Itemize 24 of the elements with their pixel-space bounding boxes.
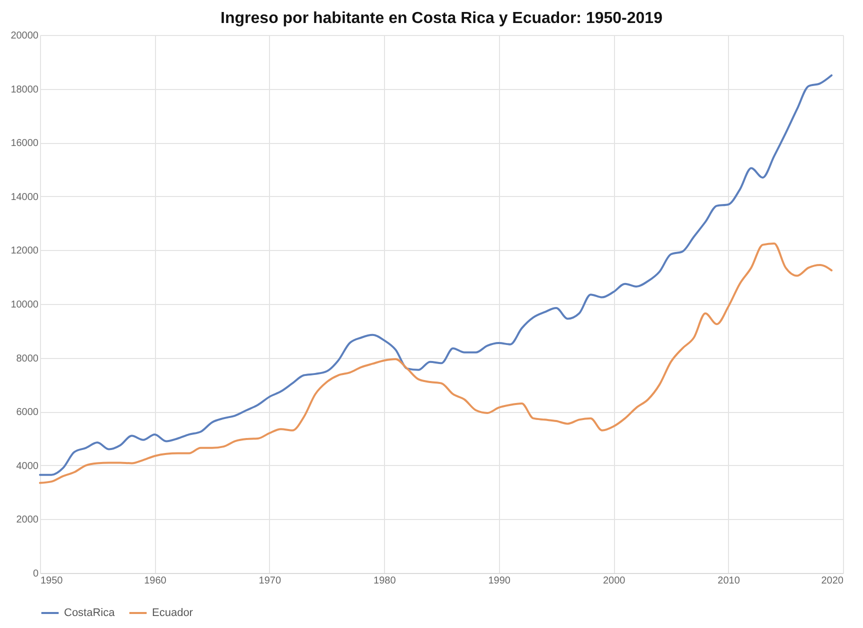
x-tick-label: 1950 (40, 576, 64, 586)
y-tick-label: 0 (32, 568, 39, 580)
legend-label: CostaRica (64, 607, 116, 619)
y-tick-label: 4000 (16, 460, 39, 472)
y-tick-label: 10000 (10, 300, 39, 310)
legend-label: Ecuador (152, 607, 194, 619)
y-tick-label: 6000 (16, 407, 39, 418)
x-tick-label: 1980 (374, 576, 396, 586)
x-tick-label: 2000 (602, 576, 626, 586)
x-tick-label: 1960 (144, 576, 167, 586)
y-tick-label: 20000 (10, 30, 39, 42)
x-tick-label: 1970 (258, 576, 282, 586)
y-tick-label: 16000 (10, 138, 39, 150)
line-series (39, 242, 833, 484)
line-series (39, 74, 833, 476)
y-tick-label: 2000 (16, 514, 39, 526)
x-tick-label: 1990 (488, 576, 511, 586)
y-tick-label: 12000 (10, 246, 39, 257)
x-tick-label: 2010 (718, 576, 740, 586)
y-tick-label: 14000 (10, 192, 39, 203)
y-tick-label: 8000 (16, 353, 39, 364)
chart-title: Ingreso por habitante en Costa Rica y Ecuador: 1950-2019 (220, 10, 663, 27)
y-tick-label: 18000 (10, 84, 39, 96)
x-tick-label: 2020 (821, 576, 844, 586)
